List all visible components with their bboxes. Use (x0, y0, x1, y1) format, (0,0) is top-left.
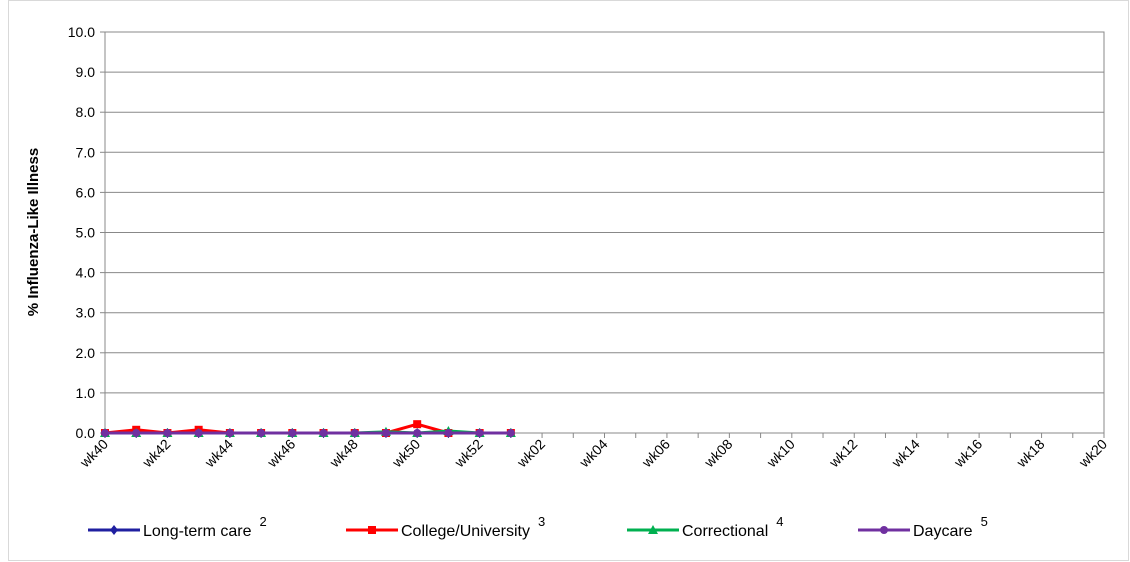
x-tick-label: wk46 (263, 436, 298, 471)
y-tick-label: 6.0 (76, 184, 96, 200)
legend-label: Long-term care (143, 523, 252, 540)
marker (880, 526, 888, 534)
marker (110, 525, 118, 535)
marker (194, 429, 203, 437)
x-tick-label: wk52 (451, 436, 486, 471)
y-tick-label: 2.0 (76, 345, 96, 361)
marker (506, 429, 515, 437)
x-tick-label: wk20 (1075, 436, 1110, 471)
legend-note: 2 (260, 514, 267, 529)
chart-border (8, 0, 1129, 561)
y-tick-label: 8.0 (76, 104, 96, 120)
legend-note: 4 (776, 514, 783, 529)
legend-note: 3 (538, 514, 545, 529)
y-tick-label: 0.0 (76, 425, 96, 441)
marker (413, 420, 422, 429)
y-tick-label: 4.0 (76, 265, 96, 281)
marker (225, 429, 234, 437)
marker (257, 429, 266, 437)
marker (101, 429, 109, 437)
x-tick-label: wk48 (326, 436, 361, 471)
y-tick-label: 1.0 (76, 385, 96, 401)
x-tick-label: wk04 (575, 436, 610, 471)
x-tick-label: wk02 (513, 436, 548, 471)
x-tick-label: wk12 (825, 436, 860, 471)
x-tick-label: wk18 (1013, 436, 1048, 471)
x-tick-label: wk44 (201, 436, 236, 471)
y-tick-label: 7.0 (76, 144, 96, 160)
marker (368, 526, 376, 534)
marker (413, 429, 422, 437)
y-tick-label: 3.0 (76, 305, 96, 321)
marker (648, 525, 658, 534)
y-axis-label: % Influenza-Like Illness (25, 148, 42, 316)
legend-label: Daycare (913, 523, 973, 540)
x-tick-label: wk06 (638, 436, 673, 471)
marker (288, 429, 297, 437)
x-tick-label: wk08 (700, 436, 735, 471)
marker (163, 429, 172, 437)
legend-label: College/University (401, 523, 530, 540)
x-tick-label: wk42 (138, 436, 173, 471)
x-tick-label: wk14 (888, 436, 923, 471)
x-tick-label: wk50 (388, 436, 423, 471)
x-tick-label: wk10 (763, 436, 798, 471)
y-tick-label: 10.0 (68, 24, 95, 40)
legend-note: 5 (981, 514, 988, 529)
x-tick-label: wk16 (950, 436, 985, 471)
marker (475, 429, 484, 437)
y-tick-label: 9.0 (76, 64, 96, 80)
marker (132, 429, 141, 437)
marker (381, 429, 390, 437)
marker (444, 429, 453, 437)
marker (319, 429, 328, 437)
legend-label: Correctional (682, 523, 768, 540)
y-tick-label: 5.0 (76, 225, 96, 241)
marker (350, 429, 359, 437)
